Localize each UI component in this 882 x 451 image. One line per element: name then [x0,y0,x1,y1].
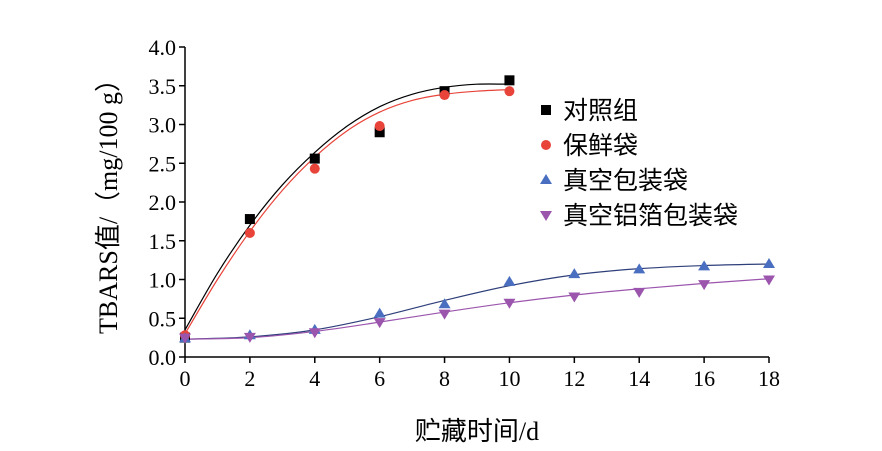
data-points [179,75,775,344]
x-tick-label: 4 [309,366,320,391]
series-3-point [503,275,516,286]
series-3-point [763,258,775,268]
y-tick-label: 1.0 [149,268,177,293]
x-tick-label: 8 [439,366,450,391]
series-3-point [438,298,451,309]
series-4-point [243,332,256,343]
fit-curve-4 [184,278,770,340]
legend-label-4: 真空铝箔包装袋 [563,202,738,230]
series-3-point [373,307,386,318]
series-1-point [244,214,255,225]
series-4-point [503,298,516,309]
x-tick-label: 12 [563,366,585,391]
legend-label-2: 保鲜袋 [563,132,638,160]
legend-label-1: 对照组 [563,97,638,125]
y-tick-label: 3.5 [149,74,177,99]
fit-curve-1 [184,83,510,331]
series-4-point [373,318,386,329]
legend-marker-3 [540,174,552,184]
y-tick-label: 0.5 [149,306,177,331]
x-tick-label: 10 [498,366,520,391]
x-tick-label: 14 [628,366,650,391]
legend-label-3: 真空包装袋 [563,167,688,195]
series-2-point [309,163,320,174]
x-tick-label: 0 [180,366,191,391]
legend-marker-1 [541,105,551,115]
legend-marker-2 [541,140,551,150]
fit-curve-2 [184,89,510,335]
series-4-point [308,328,321,339]
y-tick-label: 3.0 [149,113,177,138]
x-tick-label: 6 [374,366,385,391]
series-3-point [633,263,646,274]
series-4-point [568,292,581,303]
y-tick-label: 4.0 [149,35,177,60]
series-3-point [568,268,581,279]
series-1-point [309,153,320,164]
series-1-point [504,75,515,86]
series-1-point [374,127,385,138]
legend-marker-4 [540,211,552,221]
x-tick-label: 2 [244,366,255,391]
series-3-point [698,260,711,271]
x-tick-label: 16 [693,366,715,391]
y-tick-label: 2.0 [149,190,177,215]
y-tick-label: 2.5 [149,151,177,176]
series-4-point [179,333,191,344]
y-axis-title: TBARS值/（mg/100 g） [94,66,123,334]
y-tick-label: 1.5 [149,229,177,254]
y-tick-label: 0.0 [149,345,177,370]
series-2-point [244,228,255,238]
series-4-point [633,287,646,298]
series-2-point [439,90,450,101]
axes: 0 2 4 6 8 10 12 14 16 18 0.0 0.5 1.0 1.5 2.0 2.5 3.0 3.5 4… [149,35,781,391]
series-4-point [438,309,451,320]
series-2-point [504,86,515,97]
series-2-point [374,121,385,132]
series-4-point [763,275,775,286]
series-4-point [698,280,711,291]
x-axis-title: 贮藏时间/d [415,417,539,446]
fit-curves [184,83,770,340]
x-tick-label: 18 [758,366,780,391]
fit-curve-3 [184,263,770,340]
